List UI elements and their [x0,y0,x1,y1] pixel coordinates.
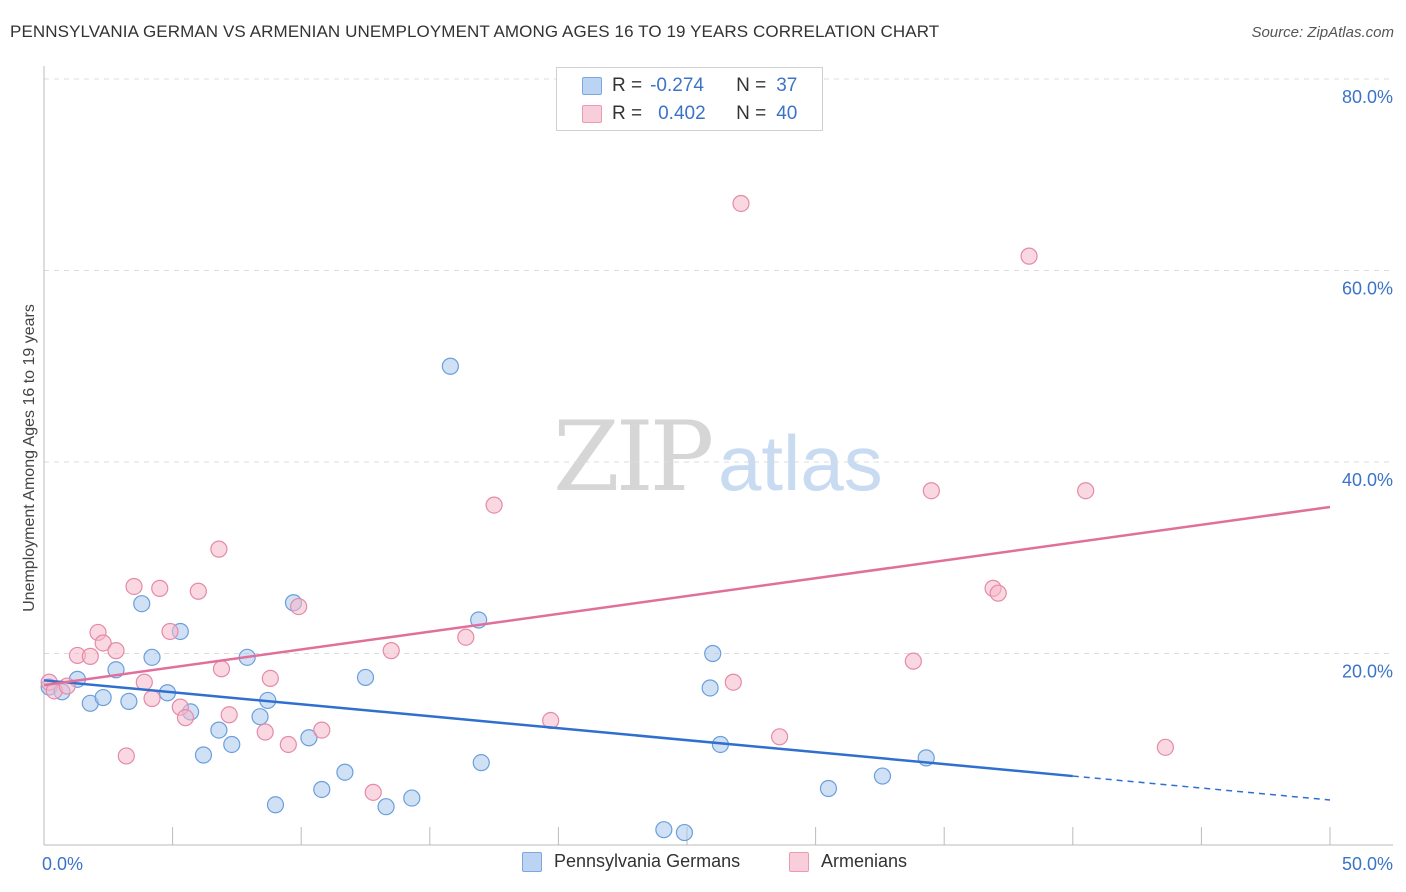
point-pennsylvania-german [266,796,285,814]
legend-item-armenians: Armenians [789,851,907,872]
legend-row-pennsylvania-germans: R = -0.274 N = 37 [557,72,797,100]
point-pennsylvania-german [655,821,673,839]
n-value: 40 [776,103,798,124]
r-value: -0.274 [650,75,704,96]
point-pennsylvania-german [223,735,241,754]
chart-title: PENNSYLVANIA GERMAN VS ARMENIAN UNEMPLOY… [10,22,940,41]
point-pennsylvania-german [210,721,228,739]
point-armenian [125,577,143,596]
point-pennsylvania-german [403,789,421,807]
point-armenian [364,783,382,801]
point-armenian [81,647,99,665]
point-pennsylvania-german [472,754,490,772]
point-armenian [279,735,297,754]
point-pennsylvania-german [300,729,318,747]
point-armenian [290,597,308,616]
point-armenian [485,496,503,514]
point-pennsylvania-german [120,692,138,710]
point-armenian [161,622,179,641]
point-pennsylvania-german [441,357,459,375]
point-armenian [313,721,331,739]
n-value: 37 [776,75,798,96]
point-pennsylvania-german [194,746,213,764]
correlation-legend: R = -0.274 N = 37 R = 0.402 N = 40 [556,67,823,131]
y-tick-label: 20.0% [1342,662,1393,682]
n-label: N = [736,103,767,124]
watermark-atlas: atlas [718,419,883,507]
point-pennsylvania-german [356,668,375,687]
legend-swatch-pennsylvania-germans [522,851,542,872]
legend-swatch-armenians [582,105,602,123]
point-armenian [382,642,400,660]
point-pennsylvania-german [336,763,354,781]
point-pennsylvania-german [819,779,838,798]
point-pennsylvania-german [133,595,151,613]
point-armenian [1020,247,1038,265]
point-armenian [135,673,153,691]
point-armenian [922,482,940,500]
point-armenian [143,689,161,708]
point-armenian [210,540,228,558]
point-armenian [176,709,195,727]
legend-swatch-armenians [789,851,809,872]
point-armenian [220,706,238,724]
point-pennsylvania-german [873,767,892,785]
point-armenian [151,579,169,597]
point-armenian [117,747,135,765]
point-armenian [256,723,274,741]
point-pennsylvania-german [701,679,719,697]
legend-label: Pennsylvania Germans [554,851,741,871]
source-credit: Source: ZipAtlas.com [1251,24,1394,41]
series-legend: Pennsylvania Germans Armenians [0,851,1406,879]
r-label: R = [612,75,643,96]
watermark-zip: ZIP [553,401,712,513]
trend-line-pennsylvania-germans [43,679,1073,778]
point-pennsylvania-german [313,780,331,799]
point-armenian [770,728,789,746]
r-value: 0.402 [658,103,706,124]
legend-swatch-pennsylvania-germans [582,77,602,95]
trend-line-armenians [43,505,1331,687]
point-armenian [724,673,742,691]
legend-item-pennsylvania-germans: Pennsylvania Germans [522,851,740,872]
point-armenian [457,628,475,646]
trend-line-pennsylvania-germans-extension [1072,775,1331,801]
point-pennsylvania-german [675,823,694,842]
point-armenian [1156,738,1174,756]
point-armenian [261,669,279,687]
legend-label: Armenians [821,851,908,871]
point-armenian [732,194,750,213]
y-tick-label: 40.0% [1342,470,1393,490]
r-label: R = [612,103,643,124]
point-armenian [904,652,922,670]
point-armenian [1077,482,1095,500]
point-pennsylvania-german [143,648,161,666]
legend-row-armenians: R = 0.402 N = 40 [557,100,797,128]
point-armenian [212,660,231,678]
y-tick-label: 80.0% [1342,87,1393,107]
point-pennsylvania-german [377,798,395,816]
point-pennsylvania-german [704,644,722,663]
point-armenian [107,642,125,660]
point-armenian [989,584,1007,602]
point-pennsylvania-german [251,708,269,726]
point-armenian [189,582,207,600]
x-tick-label: 0.0% [42,854,83,874]
point-pennsylvania-german [94,688,112,707]
x-tick-label: 50.0% [1342,854,1393,874]
n-label: N = [736,75,767,96]
y-tick-label: 60.0% [1342,279,1393,299]
point-armenian [94,634,112,652]
